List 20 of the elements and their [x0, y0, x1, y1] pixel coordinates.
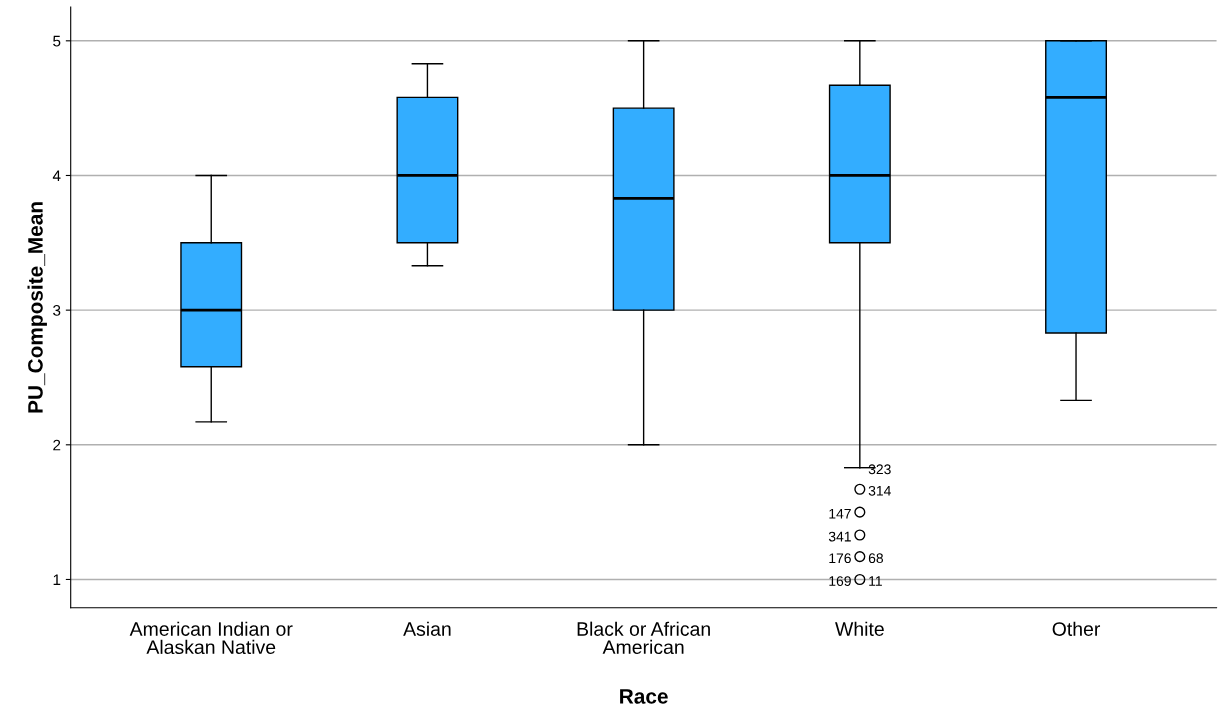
x-tick-label: American Indian or Alaskan Native [129, 621, 293, 655]
y-tick-label: 2 [53, 439, 61, 451]
x-tick-label: Other [1052, 621, 1101, 636]
x-tick-label: Asian [403, 621, 451, 636]
y-tick-label: 4 [52, 170, 61, 182]
annotation: 169 [829, 576, 851, 586]
y-tick-label: 5 [53, 35, 61, 47]
annotation: 11 [869, 576, 882, 586]
annotation: 323 [868, 464, 891, 475]
annotation: 176 [829, 553, 851, 564]
y-tick-label: 3 [53, 305, 61, 316]
y-tick-label: 1 [53, 574, 61, 586]
y-axis-title: PU_Composite_Mean [27, 202, 47, 413]
x-axis-title: Race [620, 689, 668, 704]
annotation: 147 [829, 508, 851, 519]
annotation: 68 [868, 553, 884, 564]
annotation: 341 [828, 531, 851, 542]
x-tick-label: Black or African American [577, 621, 710, 655]
annotation: 314 [868, 485, 891, 496]
x-tick-label: White [835, 621, 884, 636]
